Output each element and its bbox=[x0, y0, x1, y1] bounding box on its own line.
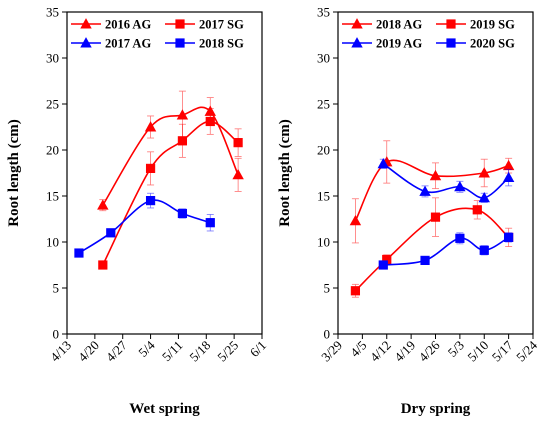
x-axis-title: Wet spring bbox=[129, 401, 200, 417]
y-tick-label: 10 bbox=[46, 235, 59, 250]
data-point bbox=[377, 157, 389, 169]
series-2018-sg bbox=[74, 192, 215, 258]
data-point bbox=[233, 138, 243, 148]
legend-label: 2019 SG bbox=[470, 17, 515, 31]
y-tick-label: 0 bbox=[324, 327, 331, 342]
y-tick-label: 35 bbox=[46, 5, 59, 20]
legend-item: 2019 AG bbox=[342, 36, 422, 50]
y-axis-title: Root length (cm) bbox=[6, 119, 22, 226]
data-point bbox=[145, 163, 156, 174]
legend-item: 2018 AG bbox=[342, 17, 422, 31]
data-point bbox=[419, 185, 431, 196]
data-point bbox=[74, 248, 84, 258]
data-point bbox=[145, 196, 156, 206]
legend-item: 2018 SG bbox=[165, 36, 244, 50]
legend-label: 2018 AG bbox=[376, 17, 422, 31]
legend-item: 2017 AG bbox=[71, 36, 151, 50]
legend: 2018 AG 2019 SG 2019 AG 2020 SG bbox=[342, 17, 515, 50]
legend-label: 2018 SG bbox=[199, 36, 244, 50]
y-tick-label: 25 bbox=[317, 97, 330, 112]
y-tick-label: 35 bbox=[317, 5, 330, 20]
series-2019-ag bbox=[377, 157, 515, 203]
series-2017-sg bbox=[98, 108, 243, 270]
y-tick-label: 20 bbox=[317, 143, 330, 158]
data-point bbox=[350, 286, 361, 296]
data-point bbox=[205, 218, 215, 228]
data-point bbox=[454, 180, 466, 192]
data-point bbox=[232, 169, 244, 180]
data-point bbox=[502, 171, 515, 183]
y-tick-label: 20 bbox=[46, 143, 59, 158]
data-point bbox=[176, 109, 189, 120]
y-tick-label: 5 bbox=[324, 281, 331, 296]
data-point bbox=[349, 215, 362, 226]
y-tick-label: 0 bbox=[53, 327, 60, 342]
data-point bbox=[144, 121, 157, 132]
data-point bbox=[479, 245, 489, 255]
y-tick-label: 15 bbox=[317, 189, 330, 204]
legend-label: 2016 AG bbox=[105, 17, 151, 31]
legend-item: 2016 AG bbox=[71, 17, 151, 31]
data-point bbox=[478, 192, 490, 203]
legend-label: 2020 SG bbox=[470, 36, 515, 50]
y-axis-title: Root length (cm) bbox=[277, 119, 293, 226]
data-point bbox=[205, 116, 215, 127]
y-tick-label: 10 bbox=[317, 235, 330, 250]
y-tick-label: 25 bbox=[46, 97, 59, 112]
data-point bbox=[177, 208, 188, 219]
legend-marker bbox=[351, 18, 363, 29]
data-point bbox=[97, 199, 109, 210]
legend-marker bbox=[446, 38, 456, 48]
legend-marker bbox=[80, 37, 92, 48]
data-point bbox=[455, 233, 465, 243]
data-point bbox=[504, 232, 514, 243]
legend-label: 2017 SG bbox=[199, 17, 244, 31]
plot-frame bbox=[66, 11, 263, 335]
data-point bbox=[378, 260, 388, 270]
legend-marker bbox=[175, 38, 185, 48]
legend-item: 2020 SG bbox=[436, 36, 515, 50]
legend-item: 2019 SG bbox=[436, 17, 515, 31]
data-point bbox=[98, 260, 108, 270]
data-point bbox=[429, 169, 442, 181]
legend-marker bbox=[446, 19, 456, 29]
legend-marker bbox=[175, 19, 185, 29]
data-point bbox=[177, 136, 188, 146]
data-point bbox=[478, 167, 490, 178]
y-tick-label: 30 bbox=[46, 51, 59, 66]
y-tick-label: 15 bbox=[46, 189, 59, 204]
data-point bbox=[106, 228, 116, 238]
data-point bbox=[420, 255, 430, 266]
y-tick-label: 30 bbox=[317, 51, 330, 66]
series-2020-sg bbox=[378, 232, 514, 270]
data-point bbox=[430, 212, 441, 222]
legend-label: 2019 AG bbox=[376, 36, 422, 50]
series-2018-ag bbox=[349, 140, 515, 244]
legend-item: 2017 SG bbox=[165, 17, 244, 31]
legend-label: 2017 AG bbox=[105, 36, 151, 50]
legend-marker bbox=[351, 37, 363, 48]
y-tick-label: 5 bbox=[53, 281, 60, 296]
legend: 2016 AG 2017 SG 2017 AG 2018 SG bbox=[71, 17, 244, 50]
legend-marker bbox=[80, 18, 92, 29]
data-point bbox=[472, 205, 482, 215]
x-axis-title: Dry spring bbox=[401, 401, 471, 417]
